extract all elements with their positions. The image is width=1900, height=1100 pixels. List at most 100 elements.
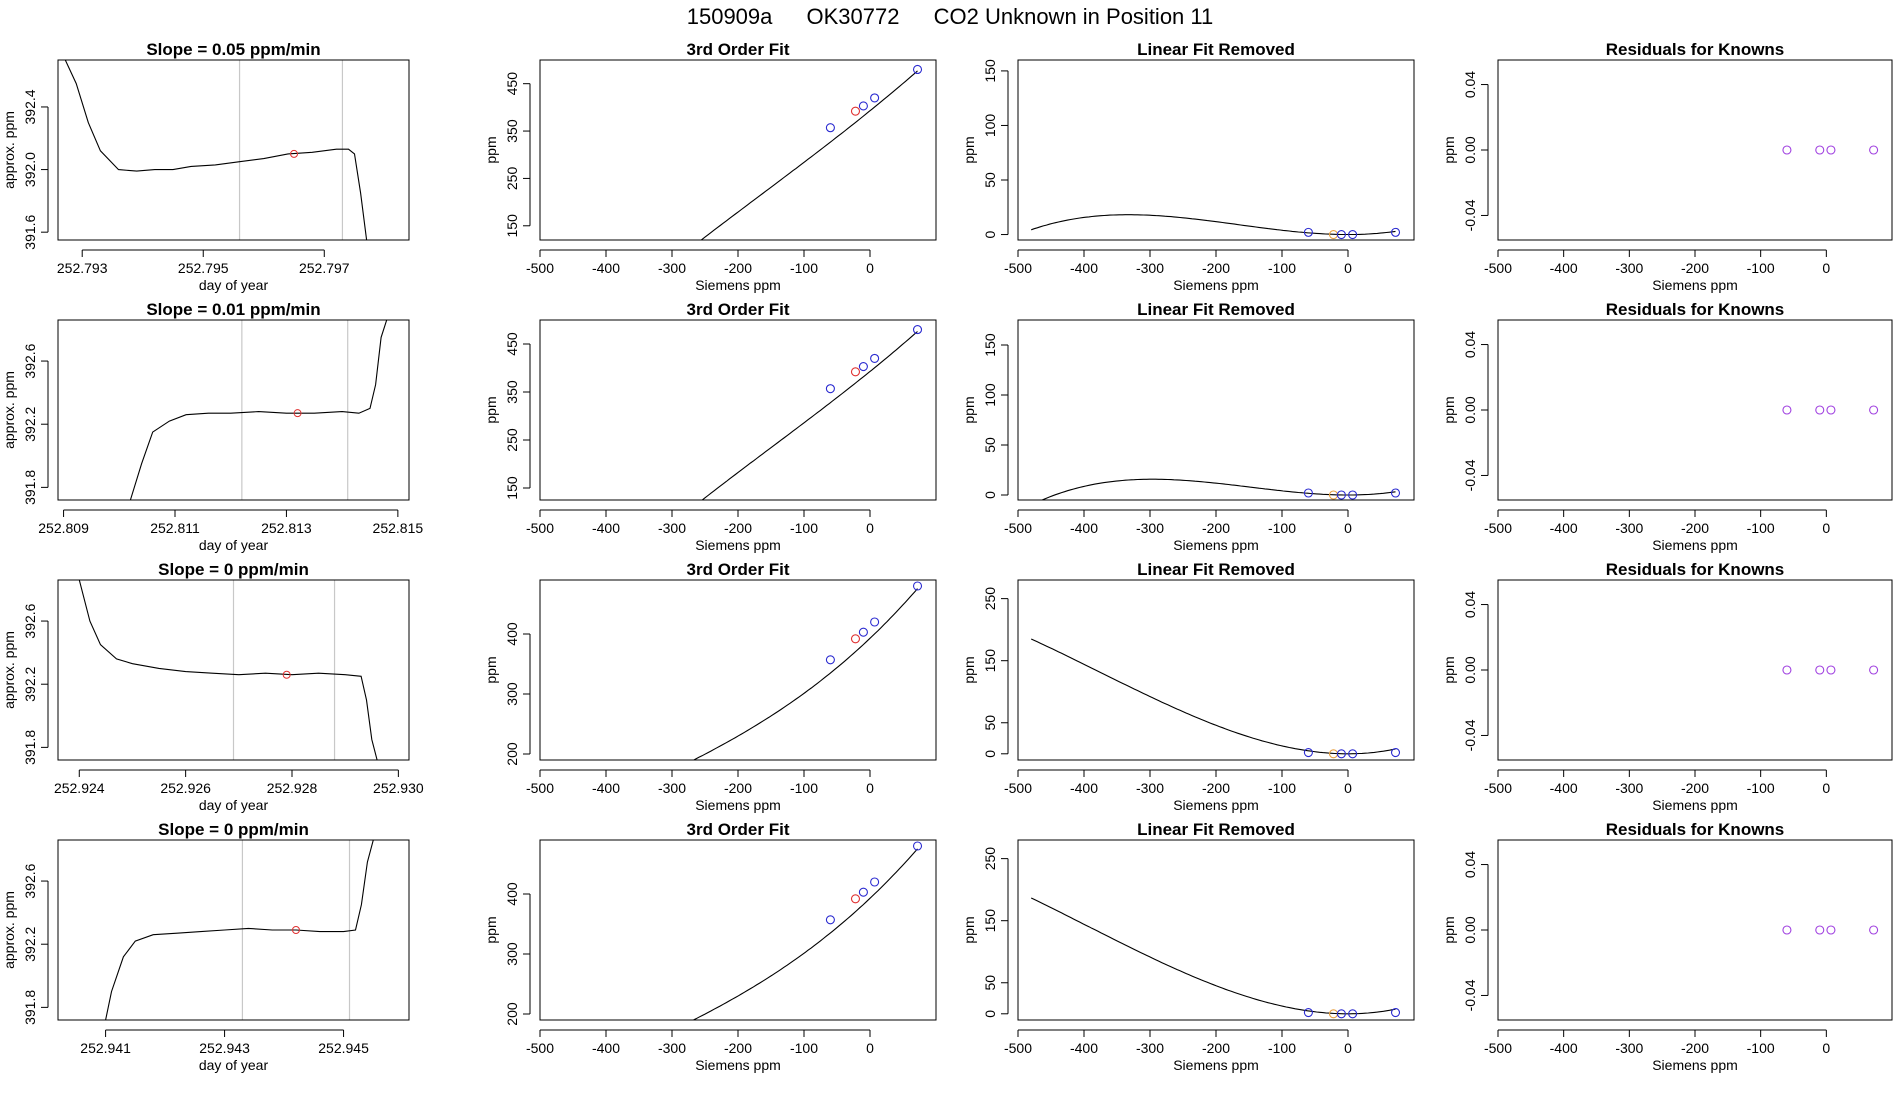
fit-curve xyxy=(1031,214,1396,236)
y-axis-label: ppm xyxy=(961,136,977,163)
x-tick-label: -400 xyxy=(1550,780,1578,796)
y-tick-label: 392.6 xyxy=(22,343,38,378)
y-tick-label: 0.04 xyxy=(1462,71,1478,98)
plot-area xyxy=(1782,665,1879,675)
x-tick-label: -500 xyxy=(1484,1040,1512,1056)
x-tick-label: -200 xyxy=(1681,260,1709,276)
x-tick-label: -200 xyxy=(1681,780,1709,796)
y-axis: 391.6 392.0 392.4 xyxy=(22,89,49,250)
x-tick-label: 252.930 xyxy=(373,780,424,796)
x-axis: 252.793 252.795 252.797 xyxy=(57,249,350,276)
y-axis-label: ppm xyxy=(961,656,977,683)
x-tick-label: -100 xyxy=(1268,520,1296,536)
tank-id: OK30772 xyxy=(806,4,900,29)
data-point xyxy=(1390,488,1401,498)
panel-r3c3: -500 -400 -300 -200 -100 0 -0.04 0.00 0.04 Residu… xyxy=(1441,820,1893,1073)
y-tick-label: 391.6 xyxy=(22,214,38,249)
y-tick-label: 400 xyxy=(504,622,520,646)
figure-description: CO2 Unknown in Position 11 xyxy=(933,4,1214,29)
y-tick-label: 150 xyxy=(982,909,998,933)
fit-curve xyxy=(1030,897,1396,1015)
panel-title: Residuals for Knowns xyxy=(1606,560,1785,579)
plot-area xyxy=(1782,145,1879,155)
data-point xyxy=(1826,145,1836,155)
plot-area xyxy=(1040,478,1401,500)
x-tick-label: 252.811 xyxy=(150,520,200,536)
data-point xyxy=(1782,925,1792,935)
x-tick-label: 252.813 xyxy=(261,520,312,536)
y-axis: 0 50 100 150 xyxy=(982,333,1009,499)
panel-r1c3: -500 -400 -300 -200 -100 0 -0.04 0.00 0.04 Residu… xyxy=(1441,300,1893,553)
x-tick-label: -500 xyxy=(1004,520,1032,536)
data-point xyxy=(1390,227,1401,237)
y-axis: -0.04 0.00 0.04 xyxy=(1462,331,1489,491)
plot-frame xyxy=(1017,579,1415,761)
x-axis: -500 -400 -300 -200 -100 0 xyxy=(1004,769,1352,796)
data-point xyxy=(1782,145,1792,155)
fit-curve xyxy=(692,588,918,760)
x-axis-label: Siemens ppm xyxy=(695,1057,781,1073)
panel-title: Residuals for Knowns xyxy=(1606,820,1785,839)
data-point xyxy=(1826,925,1836,935)
y-tick-label: 391.8 xyxy=(22,730,38,765)
y-axis: -0.04 0.00 0.04 xyxy=(1462,71,1489,231)
x-axis: -500 -400 -300 -200 -100 0 xyxy=(1004,249,1352,276)
data-point xyxy=(858,101,868,111)
x-axis-label: Siemens ppm xyxy=(695,537,781,553)
x-tick-label: -200 xyxy=(1202,1040,1230,1056)
y-tick-label: 150 xyxy=(504,476,520,500)
x-tick-label: -500 xyxy=(1004,780,1032,796)
data-point xyxy=(870,93,880,103)
data-point xyxy=(1303,748,1313,758)
x-tick-label: -100 xyxy=(1747,520,1775,536)
y-tick-label: 100 xyxy=(982,114,998,138)
panel-title: Slope = 0 ppm/min xyxy=(158,820,309,839)
x-tick-label: -500 xyxy=(526,780,554,796)
plot-frame xyxy=(1497,839,1893,1021)
x-axis: -500 -400 -300 -200 -100 0 xyxy=(526,769,874,796)
data-point xyxy=(1815,145,1825,155)
panel-r2c0: 252.924 252.926 252.928 252.930391.8392.239… xyxy=(1,560,424,813)
plot-frame xyxy=(539,319,937,501)
data-point xyxy=(1826,665,1836,675)
data-point xyxy=(1336,749,1346,759)
y-tick-label: 392.2 xyxy=(22,926,38,961)
panel-r3c2: -500 -400 -300 -200 -100 0 0 50 150 250 Linear Fit… xyxy=(961,820,1415,1073)
x-tick-label: -300 xyxy=(1615,780,1643,796)
y-axis: 0 50 150 250 xyxy=(982,587,1009,758)
data-point xyxy=(912,841,923,851)
y-tick-label: 0.04 xyxy=(1462,591,1478,618)
y-tick-label: 392.6 xyxy=(22,863,38,898)
x-axis: -500 -400 -300 -200 -100 0 xyxy=(526,249,874,276)
x-tick-label: -300 xyxy=(658,780,686,796)
x-tick-label: -100 xyxy=(1747,780,1775,796)
x-axis-label: Siemens ppm xyxy=(1652,537,1738,553)
data-point xyxy=(1390,748,1401,758)
y-tick-label: 392.2 xyxy=(22,406,38,441)
data-point xyxy=(850,634,861,644)
data-point xyxy=(825,384,835,394)
y-tick-label: -0.04 xyxy=(1462,199,1478,231)
x-tick-label: 0 xyxy=(866,260,874,276)
x-tick-label: -500 xyxy=(1484,780,1512,796)
series-line xyxy=(78,580,378,760)
x-tick-label: -500 xyxy=(1004,260,1032,276)
y-tick-label: 0 xyxy=(982,230,998,238)
figure-title: 150909a OK30772 CO2 Unknown in Position … xyxy=(0,2,1900,32)
panel-r1c0: 252.809 252.811 252.813 252.815391.8392.239… xyxy=(1,300,423,553)
data-point xyxy=(1869,145,1879,155)
panel-title: 3rd Order Fit xyxy=(687,560,790,579)
y-axis: -0.04 0.00 0.04 xyxy=(1462,591,1489,751)
data-point xyxy=(1782,405,1792,415)
x-tick-label: -200 xyxy=(1202,780,1230,796)
y-tick-label: 450 xyxy=(504,332,520,356)
data-point xyxy=(912,325,923,335)
y-tick-label: 392.0 xyxy=(22,152,38,187)
plot-area xyxy=(692,581,923,760)
x-axis: 252.924 252.926 252.928 252.930 xyxy=(54,769,424,796)
y-tick-label: 250 xyxy=(982,587,998,611)
data-point xyxy=(858,627,868,637)
x-tick-label: 252.815 xyxy=(373,520,424,536)
x-axis-label: day of year xyxy=(199,1057,269,1073)
x-tick-label: -100 xyxy=(1747,1040,1775,1056)
